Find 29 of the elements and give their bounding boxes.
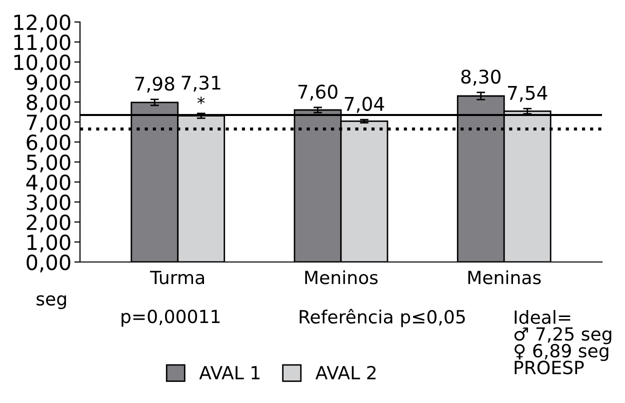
y-tick-label: 10,00: [14, 54, 70, 72]
x-tick-label: Meninas: [468, 270, 541, 284]
y-tick-label: 6,00: [26, 134, 70, 152]
y-tick-label: 9,00: [26, 74, 70, 92]
data-label: 7,31: [182, 76, 220, 92]
data-label: 7,98: [135, 76, 174, 93]
x-tick-label: Meninos: [305, 270, 378, 284]
text: Referência p≤0,05: [300, 308, 465, 328]
y-tick-label: 1,00: [28, 234, 70, 252]
data-label: 7,04: [344, 96, 384, 113]
data-label: 7,54: [508, 86, 548, 102]
y-tick-label: 7,00: [26, 114, 70, 132]
data-label: 7,60: [298, 84, 338, 101]
y-tick-label: 12,00: [14, 14, 70, 32]
y-tick-label: 4,00: [26, 174, 70, 192]
y-tick-label: 11,00: [14, 34, 70, 52]
legend-label: AVAL 1: [199, 366, 260, 380]
y-axis-title: seg: [36, 295, 66, 310]
y-tick-label: 5,00: [26, 154, 70, 172]
data-label: 8,30: [461, 70, 501, 86]
text: p=0,00011: [122, 310, 220, 327]
y-tick-label: 0,00: [26, 254, 70, 272]
y-tick-label: 8,00: [26, 94, 70, 112]
y-tick-label: 2,00: [26, 214, 70, 232]
x-tick-label: Turma: [150, 270, 204, 284]
legend-label: AVAL 2: [315, 366, 376, 380]
y-tick-label: 3,00: [26, 194, 70, 212]
annotation: *: [197, 96, 205, 104]
text: Ideal= ♂ 7,25 seg ♀ 6,89 seg PROESP: [514, 310, 612, 374]
